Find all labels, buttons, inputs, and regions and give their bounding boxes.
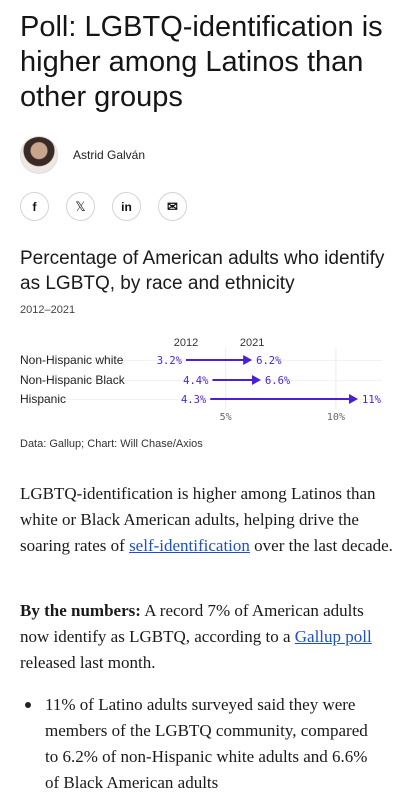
dumbbell-arrow — [349, 394, 358, 404]
start-value-label: 3.2% — [157, 355, 183, 367]
dumbbell-arrow — [251, 375, 261, 385]
paragraph-numbers-end: released last month. — [20, 653, 156, 672]
author-avatar[interactable] — [20, 136, 58, 174]
end-value-label: 11% — [362, 394, 382, 406]
email-icon: ✉ — [167, 198, 178, 214]
linkedin-icon: in — [121, 199, 132, 214]
list-item: 11% of Latino adults surveyed said they … — [20, 692, 395, 796]
dumbbell-chart: 5% 10% 2012 2021 Non-Hispanic white 3.2% 6.2% N… — [20, 337, 382, 423]
share-bar: f 𝕏 in ✉ — [20, 192, 204, 221]
category-label: Non-Hispanic Black — [20, 373, 126, 387]
x-share-button[interactable]: 𝕏 — [66, 192, 95, 221]
gallup-poll-link[interactable]: Gallup poll — [294, 627, 372, 646]
x-tick-label: 5% — [220, 412, 232, 423]
linkedin-share-button[interactable]: in — [112, 192, 141, 221]
paragraph-numbers-text: A record 7% of American adults now ident… — [20, 601, 364, 646]
paragraph-intro-text: LGBTQ-identification is higher among Lat… — [20, 484, 376, 555]
category-label: Non-Hispanic white — [20, 353, 124, 367]
facebook-share-button[interactable]: f — [20, 192, 49, 221]
x-tick-label: 10% — [327, 412, 345, 423]
x-icon: 𝕏 — [75, 198, 86, 214]
headline: Poll: LGBTQ-identification is higher amo… — [20, 11, 383, 113]
end-value-label: 6.6% — [265, 375, 291, 387]
email-share-button[interactable]: ✉ — [158, 192, 187, 221]
end-year-label: 2021 — [240, 337, 264, 349]
end-value-label: 6.2% — [256, 355, 282, 367]
start-value-label: 4.3% — [181, 394, 207, 406]
bullet-dot-icon — [25, 702, 31, 708]
byline: Astrid Galván — [20, 136, 145, 174]
paragraph-intro: LGBTQ-identification is higher among Lat… — [20, 481, 395, 559]
start-year-label: 2012 — [174, 337, 198, 349]
start-value-label: 4.4% — [183, 375, 209, 387]
facebook-icon: f — [32, 199, 37, 214]
paragraph-intro-end: over the last decade. — [249, 536, 393, 555]
paragraph-numbers: By the numbers: A record 7% of American … — [20, 598, 395, 676]
dumbbell-arrow — [243, 355, 253, 365]
chart-title: Percentage of American adults who identi… — [20, 248, 385, 294]
chart-source: Data: Gallup; Chart: Will Chase/Axios — [20, 438, 203, 450]
by-the-numbers-label: By the numbers: — [20, 601, 141, 620]
category-label: Hispanic — [20, 392, 66, 406]
author-name[interactable]: Astrid Galván — [73, 148, 146, 162]
bullet-text: 11% of Latino adults surveyed said they … — [45, 695, 368, 792]
chart-subtitle: 2012–2021 — [20, 304, 76, 316]
self-identification-link[interactable]: self-identification — [129, 536, 250, 555]
